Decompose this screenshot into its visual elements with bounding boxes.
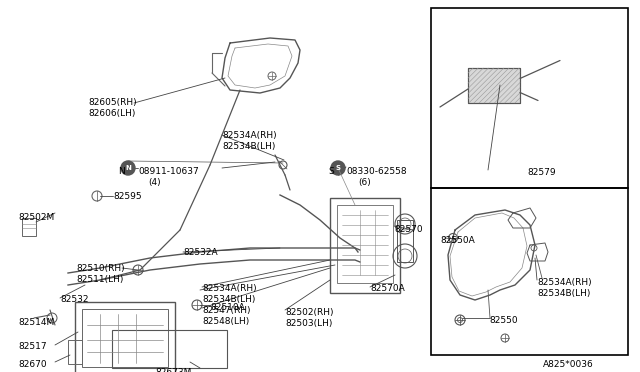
Text: 82534B(LH): 82534B(LH) [537,289,590,298]
Text: S: S [328,167,333,176]
Text: N: N [125,165,131,171]
Bar [22,218,36,236]
Bar [431,8,628,188]
Bar [468,68,520,103]
Text: 82534B(LH): 82534B(LH) [222,142,275,151]
Text: 82532A: 82532A [183,248,218,257]
Circle shape [121,161,135,175]
Bar [112,330,227,368]
Circle shape [331,161,345,175]
Text: (4): (4) [148,178,161,187]
Bar [397,220,413,262]
Text: 82511(LH): 82511(LH) [76,275,124,284]
Text: (6): (6) [358,178,371,187]
Text: 82514M: 82514M [18,318,54,327]
Text: 82550A: 82550A [440,236,475,245]
Text: 82510A: 82510A [210,303,244,312]
Bar [468,68,520,103]
Bar [82,309,168,367]
Text: 82502M: 82502M [18,213,54,222]
Text: N: N [118,167,125,176]
Bar [431,188,628,355]
Text: 82534A(RH): 82534A(RH) [222,131,276,140]
Text: 82550: 82550 [489,316,518,325]
Text: 08330-62558: 08330-62558 [346,167,406,176]
Text: 82605(RH): 82605(RH) [88,98,136,107]
Text: 82670: 82670 [18,360,47,369]
Text: 82673M: 82673M [155,368,191,372]
Text: 82547(RH): 82547(RH) [202,306,250,315]
Text: 82570: 82570 [394,225,422,234]
Bar [68,340,82,364]
Text: 82595: 82595 [113,192,141,201]
Text: 82606(LH): 82606(LH) [88,109,136,118]
Bar [330,198,400,293]
Text: 82570A: 82570A [370,284,404,293]
Text: 82534A(RH): 82534A(RH) [537,278,591,287]
Text: 82532: 82532 [60,295,88,304]
Text: A825*0036: A825*0036 [543,360,594,369]
Text: S: S [335,165,340,171]
Text: 82510(RH): 82510(RH) [76,264,125,273]
Text: 82548(LH): 82548(LH) [202,317,249,326]
Bar [337,205,393,283]
Text: 82579: 82579 [527,168,556,177]
Text: 08911-10637: 08911-10637 [138,167,199,176]
Text: 82534A(RH): 82534A(RH) [202,284,257,293]
Text: 82502(RH): 82502(RH) [285,308,333,317]
Text: 82503(LH): 82503(LH) [285,319,332,328]
Text: 82517: 82517 [18,342,47,351]
Text: 82534B(LH): 82534B(LH) [202,295,255,304]
Bar [75,302,175,372]
